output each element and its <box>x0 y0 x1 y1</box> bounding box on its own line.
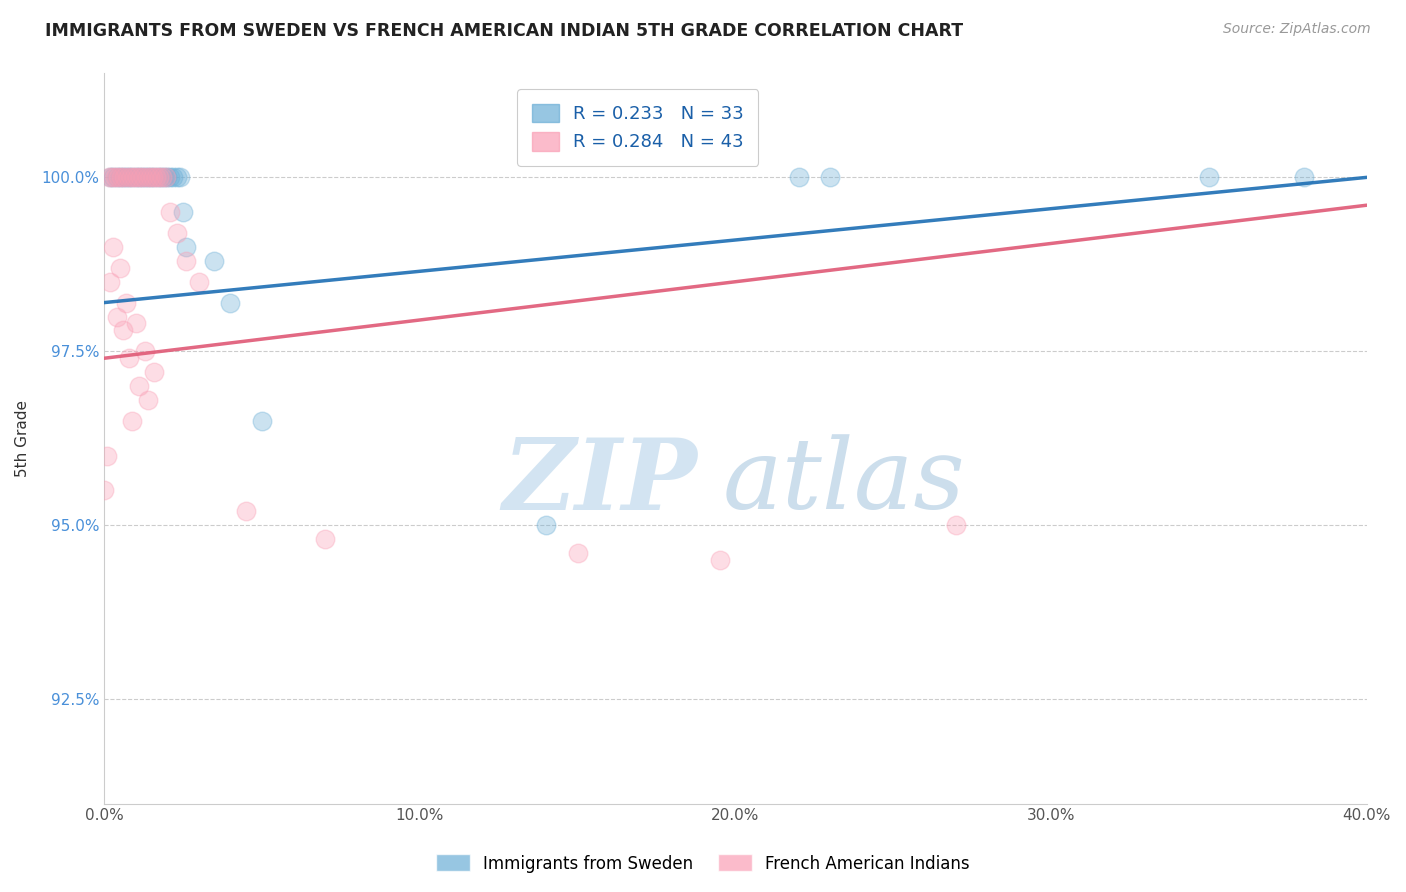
Point <box>111 170 134 185</box>
Y-axis label: 5th Grade: 5th Grade <box>15 400 30 477</box>
Point <box>131 170 153 185</box>
Point <box>187 275 209 289</box>
Point <box>121 170 143 185</box>
Point <box>104 170 127 185</box>
Point <box>159 170 181 185</box>
Point <box>174 253 197 268</box>
Point <box>108 170 131 185</box>
Point <box>945 518 967 533</box>
Point <box>166 170 188 185</box>
Point <box>101 170 124 185</box>
Point <box>108 260 131 275</box>
Point <box>155 170 177 185</box>
Point <box>115 170 138 185</box>
Point <box>159 205 181 219</box>
Point <box>150 170 173 185</box>
Point <box>105 170 128 185</box>
Point <box>122 170 145 185</box>
Point <box>111 323 134 337</box>
Point <box>204 253 226 268</box>
Point <box>219 295 242 310</box>
Point <box>120 170 142 185</box>
Point <box>97 170 120 185</box>
Point <box>124 170 146 185</box>
Point <box>145 170 167 185</box>
Point <box>169 170 191 185</box>
Point <box>142 170 165 185</box>
Point <box>314 532 336 546</box>
Point <box>115 295 138 310</box>
Point <box>235 504 257 518</box>
Point <box>153 170 176 185</box>
Legend: R = 0.233   N = 33, R = 0.284   N = 43: R = 0.233 N = 33, R = 0.284 N = 43 <box>517 89 758 166</box>
Point <box>110 170 132 185</box>
Point <box>567 546 589 560</box>
Point <box>128 379 150 393</box>
Point <box>134 344 156 359</box>
Point <box>118 170 141 185</box>
Text: atlas: atlas <box>723 434 966 530</box>
Point <box>149 170 172 185</box>
Point <box>162 170 184 185</box>
Point <box>127 170 149 185</box>
Point <box>107 170 129 185</box>
Point <box>121 414 143 428</box>
Point <box>96 449 118 463</box>
Point <box>174 240 197 254</box>
Point <box>1292 170 1315 185</box>
Point <box>146 170 169 185</box>
Point <box>135 170 157 185</box>
Point <box>1198 170 1220 185</box>
Point <box>166 226 188 240</box>
Point <box>128 170 150 185</box>
Point <box>103 240 125 254</box>
Point <box>98 170 121 185</box>
Point <box>141 170 163 185</box>
Point <box>143 365 166 379</box>
Legend: Immigrants from Sweden, French American Indians: Immigrants from Sweden, French American … <box>430 847 976 880</box>
Point <box>132 170 155 185</box>
Point <box>250 414 273 428</box>
Point <box>709 553 731 567</box>
Point <box>124 317 146 331</box>
Point <box>818 170 841 185</box>
Point <box>114 170 136 185</box>
Point <box>118 351 141 366</box>
Point <box>534 518 557 533</box>
Point <box>117 170 139 185</box>
Point <box>129 170 152 185</box>
Text: Source: ZipAtlas.com: Source: ZipAtlas.com <box>1223 22 1371 37</box>
Point <box>136 170 159 185</box>
Point <box>93 483 115 498</box>
Point <box>172 205 194 219</box>
Text: ZIP: ZIP <box>502 434 697 531</box>
Point <box>139 170 162 185</box>
Point <box>98 275 121 289</box>
Point <box>103 170 125 185</box>
Point <box>148 170 170 185</box>
Text: IMMIGRANTS FROM SWEDEN VS FRENCH AMERICAN INDIAN 5TH GRADE CORRELATION CHART: IMMIGRANTS FROM SWEDEN VS FRENCH AMERICA… <box>45 22 963 40</box>
Point <box>143 170 166 185</box>
Point <box>787 170 810 185</box>
Point <box>156 170 179 185</box>
Point <box>105 310 128 324</box>
Point <box>136 392 159 407</box>
Point <box>134 170 156 185</box>
